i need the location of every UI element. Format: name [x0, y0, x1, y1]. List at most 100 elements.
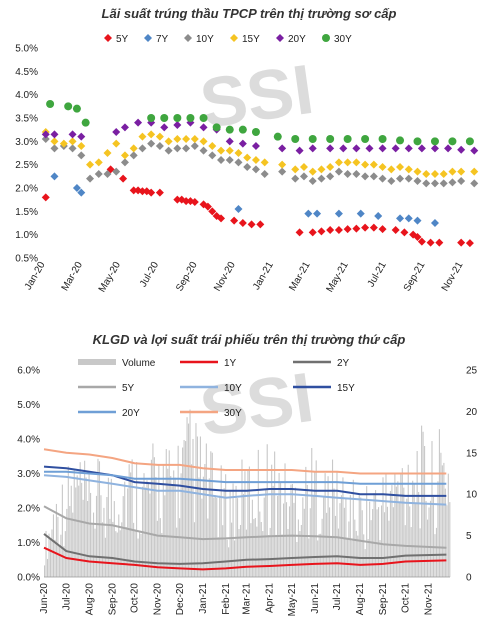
y-tick-label: 5.0% — [15, 44, 38, 55]
series-15Y — [41, 128, 479, 178]
volume-bar — [143, 473, 145, 577]
data-point — [251, 128, 260, 136]
data-point — [430, 144, 439, 153]
data-point — [120, 151, 129, 160]
volume-bar — [326, 512, 328, 577]
data-point — [50, 137, 59, 146]
data-point — [155, 188, 164, 197]
volume-bar — [302, 497, 304, 577]
secondary-market-chart: KLGD và lợi suất trái phiếu trên thị trư… — [0, 318, 498, 633]
x-tick-label: Jul-20 — [138, 260, 161, 289]
x-tick-label: Mar-20 — [60, 260, 86, 293]
data-point — [155, 142, 164, 150]
volume-bar — [134, 531, 136, 577]
legend-marker — [322, 34, 330, 42]
volume-bar — [44, 565, 46, 577]
secondary-chart-svg: SSI 0.0% 1.0% 2.0% 3.0% 4.0% 5.0% 6.0% 0 5 10 15 20 2… — [17, 358, 478, 617]
volume-bar — [85, 477, 87, 577]
data-point — [260, 170, 269, 178]
x-tick-label: Sep-21 — [378, 583, 389, 616]
legend-item: 2Y — [293, 358, 350, 369]
data-point — [304, 209, 313, 218]
data-point — [308, 177, 317, 185]
data-point — [68, 144, 77, 153]
data-point — [208, 207, 217, 216]
data-point — [291, 165, 300, 174]
data-point — [439, 179, 448, 188]
volume-bar — [403, 487, 405, 577]
data-point — [417, 144, 426, 153]
volume-bar — [67, 466, 69, 577]
volume-bar — [78, 485, 80, 577]
data-point — [217, 214, 226, 223]
volume-bar — [284, 463, 286, 577]
data-point — [413, 216, 422, 225]
series-7Y — [50, 172, 439, 227]
volume-bar — [400, 473, 402, 577]
volume-bar — [190, 464, 193, 577]
volume-bar — [211, 452, 213, 577]
data-point — [247, 220, 256, 229]
volume-bar — [291, 483, 294, 577]
data-point — [295, 146, 304, 155]
data-point — [199, 123, 208, 132]
volume-bar — [248, 466, 250, 577]
volume-bar — [165, 449, 167, 577]
volume-bar — [182, 447, 184, 577]
volume-bar — [378, 507, 380, 577]
x-tick-label: Dec-20 — [175, 583, 186, 616]
volume-bar — [424, 446, 426, 577]
legend-label: 20Y — [122, 408, 140, 419]
volume-bar — [272, 485, 274, 577]
volume-bar — [358, 495, 360, 577]
x-tick-label: May-21 — [287, 583, 298, 617]
volume-bar — [55, 503, 57, 577]
data-point — [334, 209, 343, 218]
y2-tick-label: 25 — [466, 366, 478, 377]
data-point — [299, 172, 308, 181]
volume-bar — [54, 539, 56, 577]
volume-bar — [63, 546, 65, 577]
data-point — [225, 156, 234, 164]
primary-chart-svg: SSI0.5%1.0%1.5%2.0%2.5%3.0%3.5%4.0%4.5%5… — [15, 34, 479, 294]
data-point — [190, 198, 199, 206]
data-point — [138, 132, 147, 141]
volume-bar — [241, 459, 243, 577]
chart-title: KLGD và lợi suất trái phiếu trên thị trư… — [92, 332, 406, 347]
volume-bar — [444, 488, 446, 577]
data-point — [81, 118, 90, 127]
data-point — [413, 137, 422, 146]
x-tick-label: Jun-21 — [310, 583, 321, 614]
data-point — [470, 179, 479, 188]
data-point — [308, 228, 317, 237]
volume-bar — [305, 466, 307, 577]
volume-bar — [331, 459, 334, 577]
legend-label: 5Y — [122, 383, 135, 394]
volume-bar — [52, 514, 55, 577]
data-point — [339, 144, 348, 153]
volume-bar — [193, 522, 196, 577]
volume-bar — [363, 534, 365, 577]
data-point — [147, 139, 156, 148]
volume-bar — [97, 458, 99, 577]
data-point — [129, 186, 138, 195]
legend-marker — [144, 34, 152, 42]
volume-bar — [429, 500, 432, 577]
data-point — [208, 142, 217, 150]
y-tick-label: 3.0% — [17, 469, 40, 480]
legend-item: 20Y — [78, 408, 140, 419]
data-point — [138, 187, 147, 196]
data-point — [251, 156, 260, 164]
volume-bar — [79, 462, 81, 577]
data-point — [343, 170, 352, 178]
volume-bar — [337, 528, 340, 577]
volume-bar — [210, 451, 212, 577]
volume-bar — [229, 490, 231, 577]
volume-bar — [234, 540, 236, 577]
data-point — [164, 137, 173, 146]
series-line-5Y — [43, 505, 447, 549]
volume-bar — [213, 497, 215, 577]
data-point — [230, 216, 239, 225]
volume-bar — [222, 525, 224, 577]
data-point — [326, 172, 335, 181]
